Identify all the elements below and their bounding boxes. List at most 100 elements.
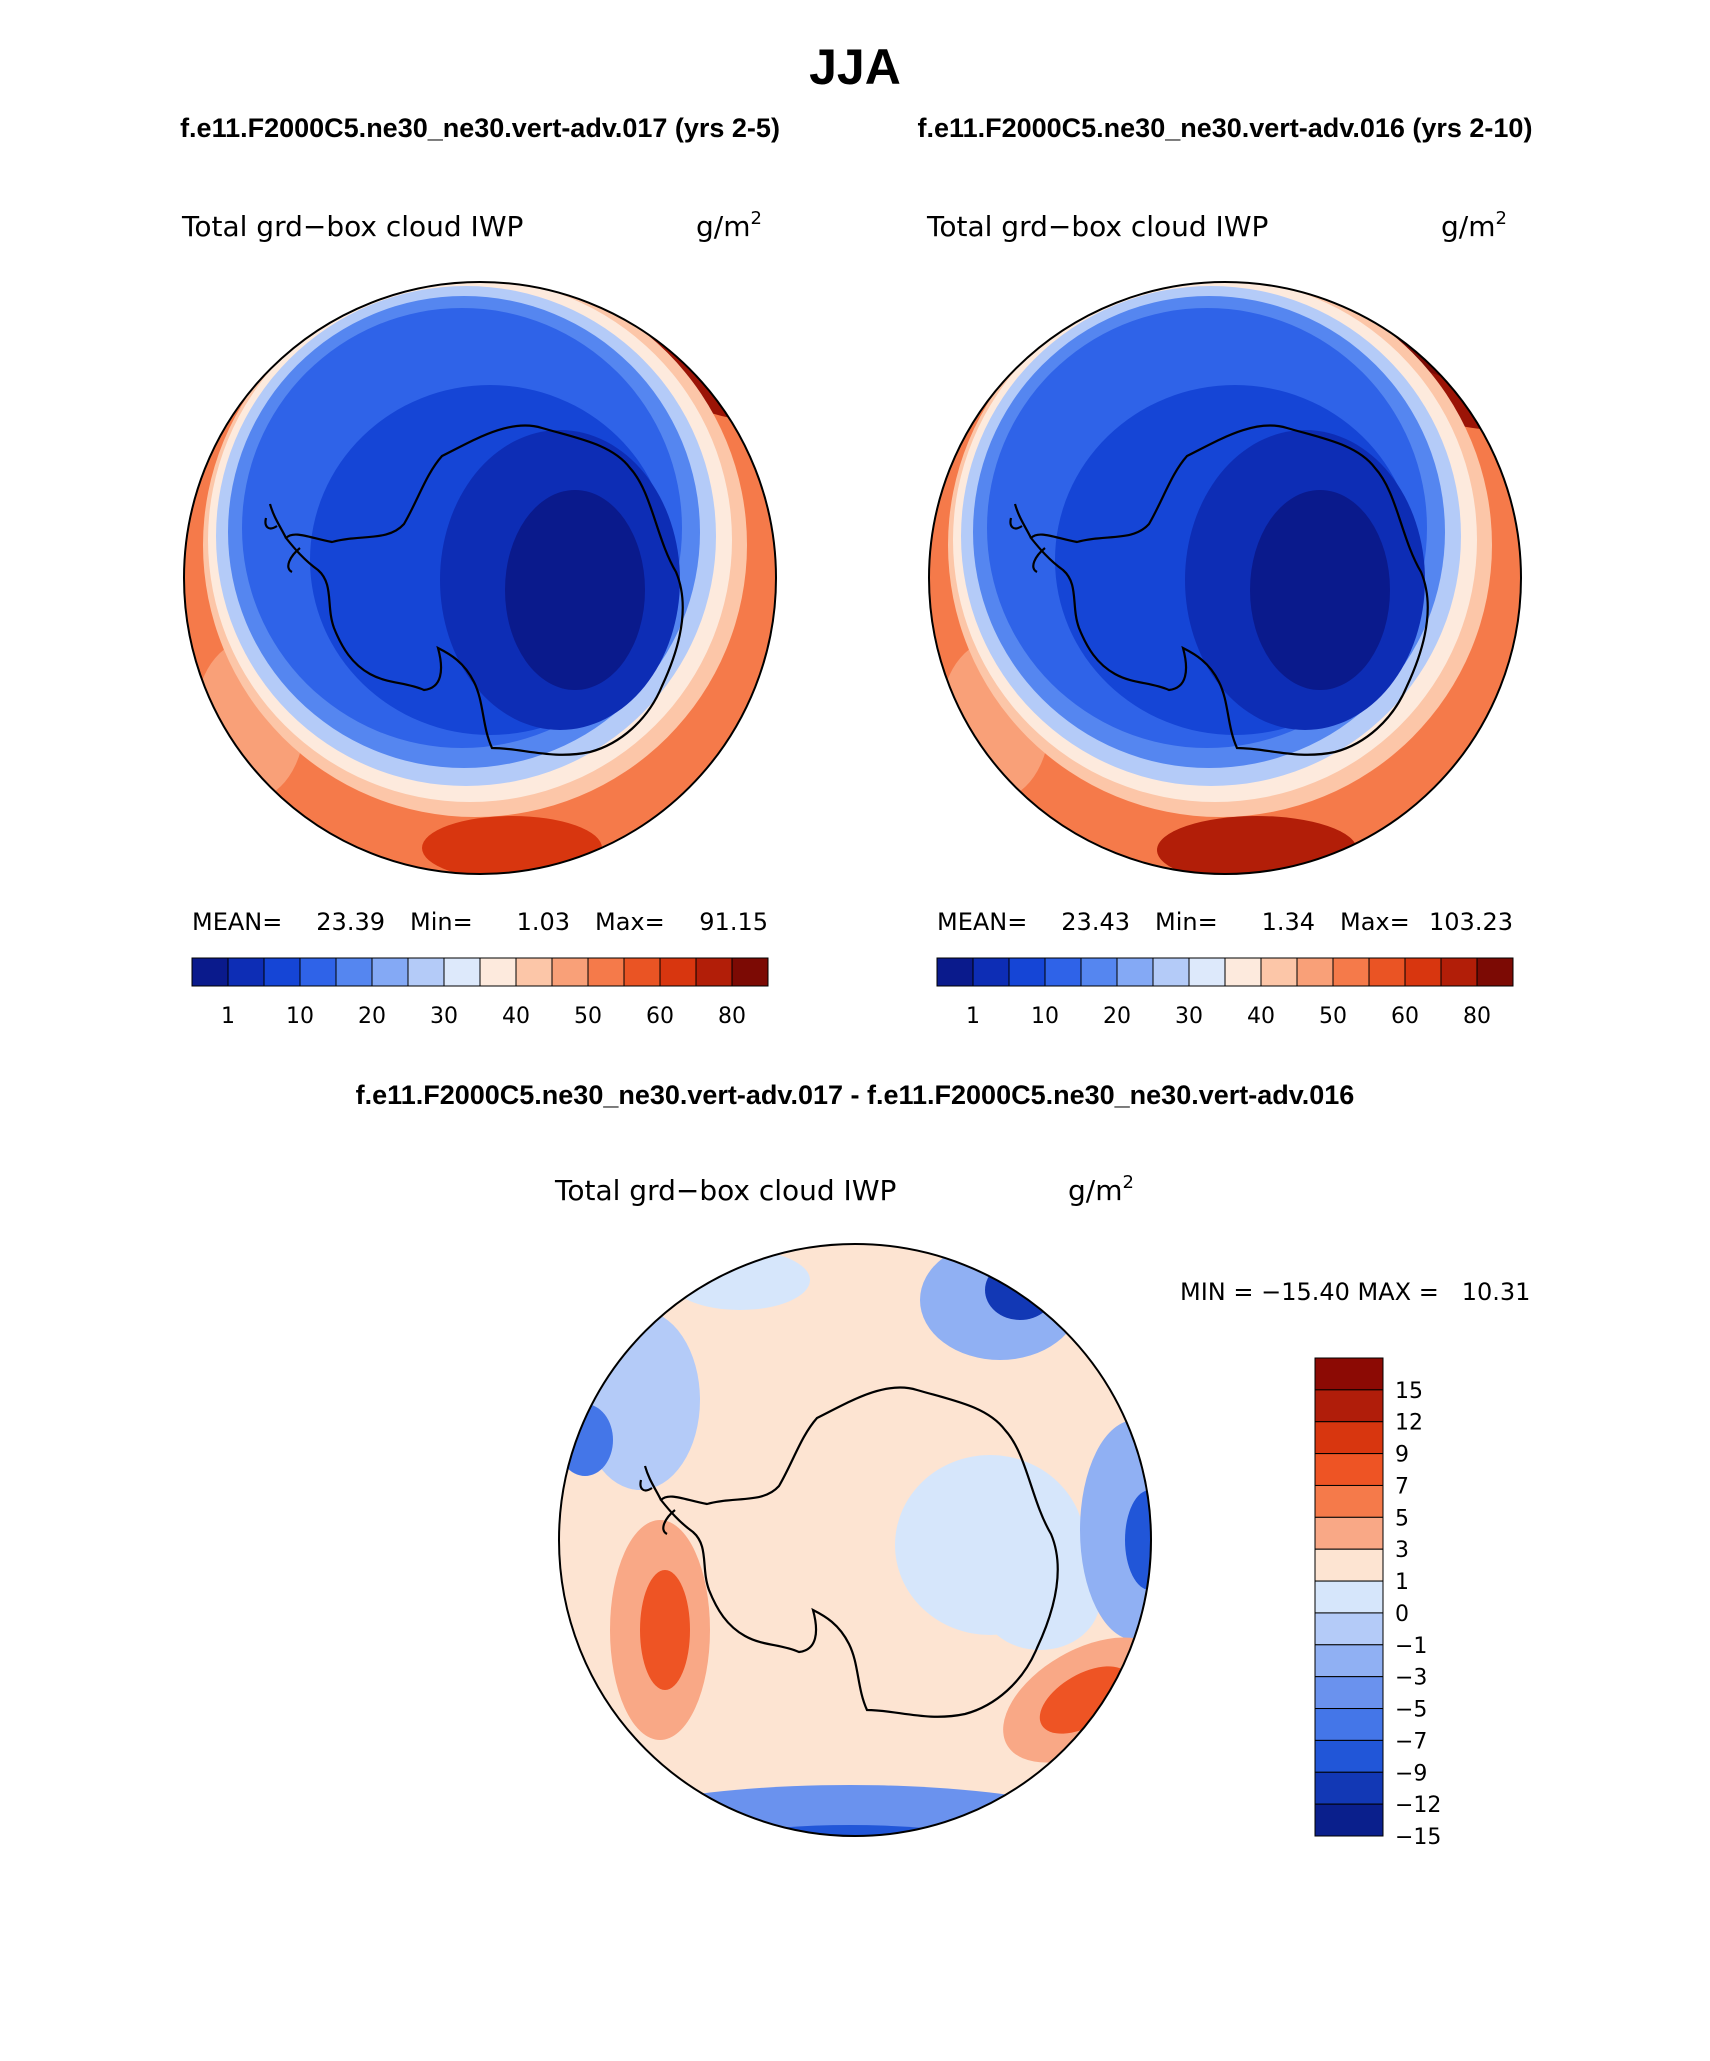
colorbar-b-swatch [1368, 957, 1406, 987]
colorbar-b-swatch [972, 957, 1010, 987]
colorbar-b-swatch [1296, 957, 1334, 987]
colorbar-c-tick-label: −3 [1395, 1666, 1427, 1691]
colorbar-b-tick-label: 60 [1391, 1004, 1419, 1029]
colorbar-c-tick-label: 0 [1395, 1602, 1409, 1627]
colorbar-c-swatch [1314, 1612, 1384, 1646]
panel-b-units-exp: 2 [1495, 208, 1506, 229]
colorbar-a-tick-label: 20 [358, 1004, 386, 1029]
map-case-017 [183, 281, 777, 875]
panel-c-variable: Total grd−box cloud IWP [554, 1174, 896, 1207]
colorbar-b-swatch [936, 957, 974, 987]
panel-a-units-base: g/m [696, 210, 750, 243]
colorbar-a-swatch [227, 957, 265, 987]
panel-a-variable: Total grd−box cloud IWP [181, 210, 523, 243]
colorbar-difference: 15 12 9 7 5 3 1 0 −1 −3 −5 −7 −9 −12 −15 [1314, 1357, 1441, 1850]
colorbar-b-tick-label: 80 [1463, 1004, 1491, 1029]
colorbar-a-tick-label: 50 [574, 1004, 602, 1029]
colorbar-a-swatch [623, 957, 661, 987]
colorbar-c-tick-label: −1 [1395, 1634, 1427, 1659]
colorbar-b-swatch [1044, 957, 1082, 987]
colorbar-b-swatch [1440, 957, 1478, 987]
colorbar-b-swatch [1152, 957, 1190, 987]
panel-a-units-exp: 2 [750, 208, 761, 229]
colorbar-b-tick-label: 50 [1319, 1004, 1347, 1029]
subtitle-case-016: f.e11.F2000C5.ne30_ne30.vert-adv.016 (yr… [918, 113, 1533, 143]
colorbar-b-tick-label: 20 [1103, 1004, 1131, 1029]
colorbar-a-tick-label: 40 [502, 1004, 530, 1029]
colorbar-a-swatch [551, 957, 589, 987]
colorbar-c-swatch [1314, 1389, 1384, 1423]
panel-b-max-label: Max= [1340, 908, 1410, 936]
colorbar-c-swatch [1314, 1548, 1384, 1582]
colorbar-b-swatch [1080, 957, 1118, 987]
figure-title: JJA [809, 39, 901, 95]
colorbar-a-tick-label: 60 [646, 1004, 674, 1029]
colorbar-b-tick-label: 1 [966, 1004, 980, 1029]
colorbar-c-swatch [1314, 1580, 1384, 1614]
colorbar-c-swatch [1314, 1484, 1384, 1518]
colorbar-c-swatch [1314, 1644, 1384, 1678]
colorbar-case-016: 1 10 20 30 40 50 60 80 [936, 957, 1514, 1029]
colorbar-c-swatch [1314, 1516, 1384, 1550]
subtitle-case-017: f.e11.F2000C5.ne30_ne30.vert-adv.017 (yr… [180, 113, 780, 143]
colorbar-c-tick-label: 1 [1395, 1570, 1409, 1595]
colorbar-b-tick-label: 10 [1031, 1004, 1059, 1029]
colorbar-a-swatch [443, 957, 481, 987]
panel-b-variable: Total grd−box cloud IWP [926, 210, 1268, 243]
panel-a-mean-value: 23.39 [316, 908, 385, 936]
colorbar-b-swatch [1224, 957, 1262, 987]
panel-a-min-value: 1.03 [517, 908, 570, 936]
colorbar-c-swatch [1314, 1803, 1384, 1837]
panel-b-units-base: g/m [1441, 210, 1495, 243]
panel-b-min-value: 1.34 [1262, 908, 1315, 936]
colorbar-a-tick-label: 80 [718, 1004, 746, 1029]
colorbar-c-swatch [1314, 1739, 1384, 1773]
colorbar-a-swatch [695, 957, 733, 987]
colorbar-c-swatch [1314, 1357, 1384, 1391]
panel-b-mean-label: MEAN= [937, 908, 1027, 936]
panel-a-units: g/m2 [696, 208, 762, 243]
colorbar-c-swatch [1314, 1421, 1384, 1455]
panel-b-min-label: Min= [1155, 908, 1218, 936]
colorbar-b-swatch [1116, 957, 1154, 987]
colorbar-a-swatch [335, 957, 373, 987]
panel-c-units-base: g/m [1068, 1174, 1122, 1207]
colorbar-c-swatch [1314, 1676, 1384, 1710]
map-case-016 [928, 281, 1522, 875]
colorbar-b-swatch [1404, 957, 1442, 987]
colorbar-b-tick-label: 30 [1175, 1004, 1203, 1029]
colorbar-a-swatch [263, 957, 301, 987]
panel-b-units: g/m2 [1441, 208, 1507, 243]
colorbar-c-tick-label: 12 [1395, 1411, 1423, 1436]
colorbar-a-tick-label: 30 [430, 1004, 458, 1029]
colorbar-c-tick-label: −15 [1395, 1825, 1441, 1850]
panel-b-mean-value: 23.43 [1061, 908, 1130, 936]
colorbar-a-swatch [299, 957, 337, 987]
colorbar-a-swatch [371, 957, 409, 987]
colorbar-a-swatch [659, 957, 697, 987]
difference-title: f.e11.F2000C5.ne30_ne30.vert-adv.017 - f… [356, 1080, 1355, 1110]
panel-c-stats: MIN = −15.40 MAX = 10.31 [1180, 1278, 1530, 1306]
colorbar-a-swatch [587, 957, 625, 987]
panel-a-mean-label: MEAN= [192, 908, 282, 936]
colorbar-a-tick-label: 10 [286, 1004, 314, 1029]
colorbar-b-swatch [1008, 957, 1046, 987]
colorbar-c-tick-label: 9 [1395, 1443, 1409, 1468]
colorbar-c-tick-label: 7 [1395, 1474, 1409, 1499]
colorbar-c-tick-label: −7 [1395, 1729, 1427, 1754]
colorbar-c-tick-label: 3 [1395, 1538, 1409, 1563]
colorbar-c-tick-label: 15 [1395, 1379, 1423, 1404]
panel-a-min-label: Min= [410, 908, 473, 936]
colorbar-c-swatch [1314, 1453, 1384, 1486]
colorbar-a-swatch [191, 957, 229, 987]
colorbar-c-swatch [1314, 1771, 1384, 1805]
map-difference [558, 1243, 1152, 1837]
colorbar-a-swatch [731, 957, 769, 987]
colorbar-case-017: 1 10 20 30 40 50 60 80 [191, 957, 769, 1029]
colorbar-b-swatch [1332, 957, 1370, 987]
panel-a-max-label: Max= [595, 908, 665, 936]
colorbar-b-swatch [1260, 957, 1298, 987]
colorbar-c-tick-label: 5 [1395, 1506, 1409, 1531]
panel-b-stats: MEAN= 23.43 Min= 1.34 Max= 103.23 [937, 908, 1513, 936]
